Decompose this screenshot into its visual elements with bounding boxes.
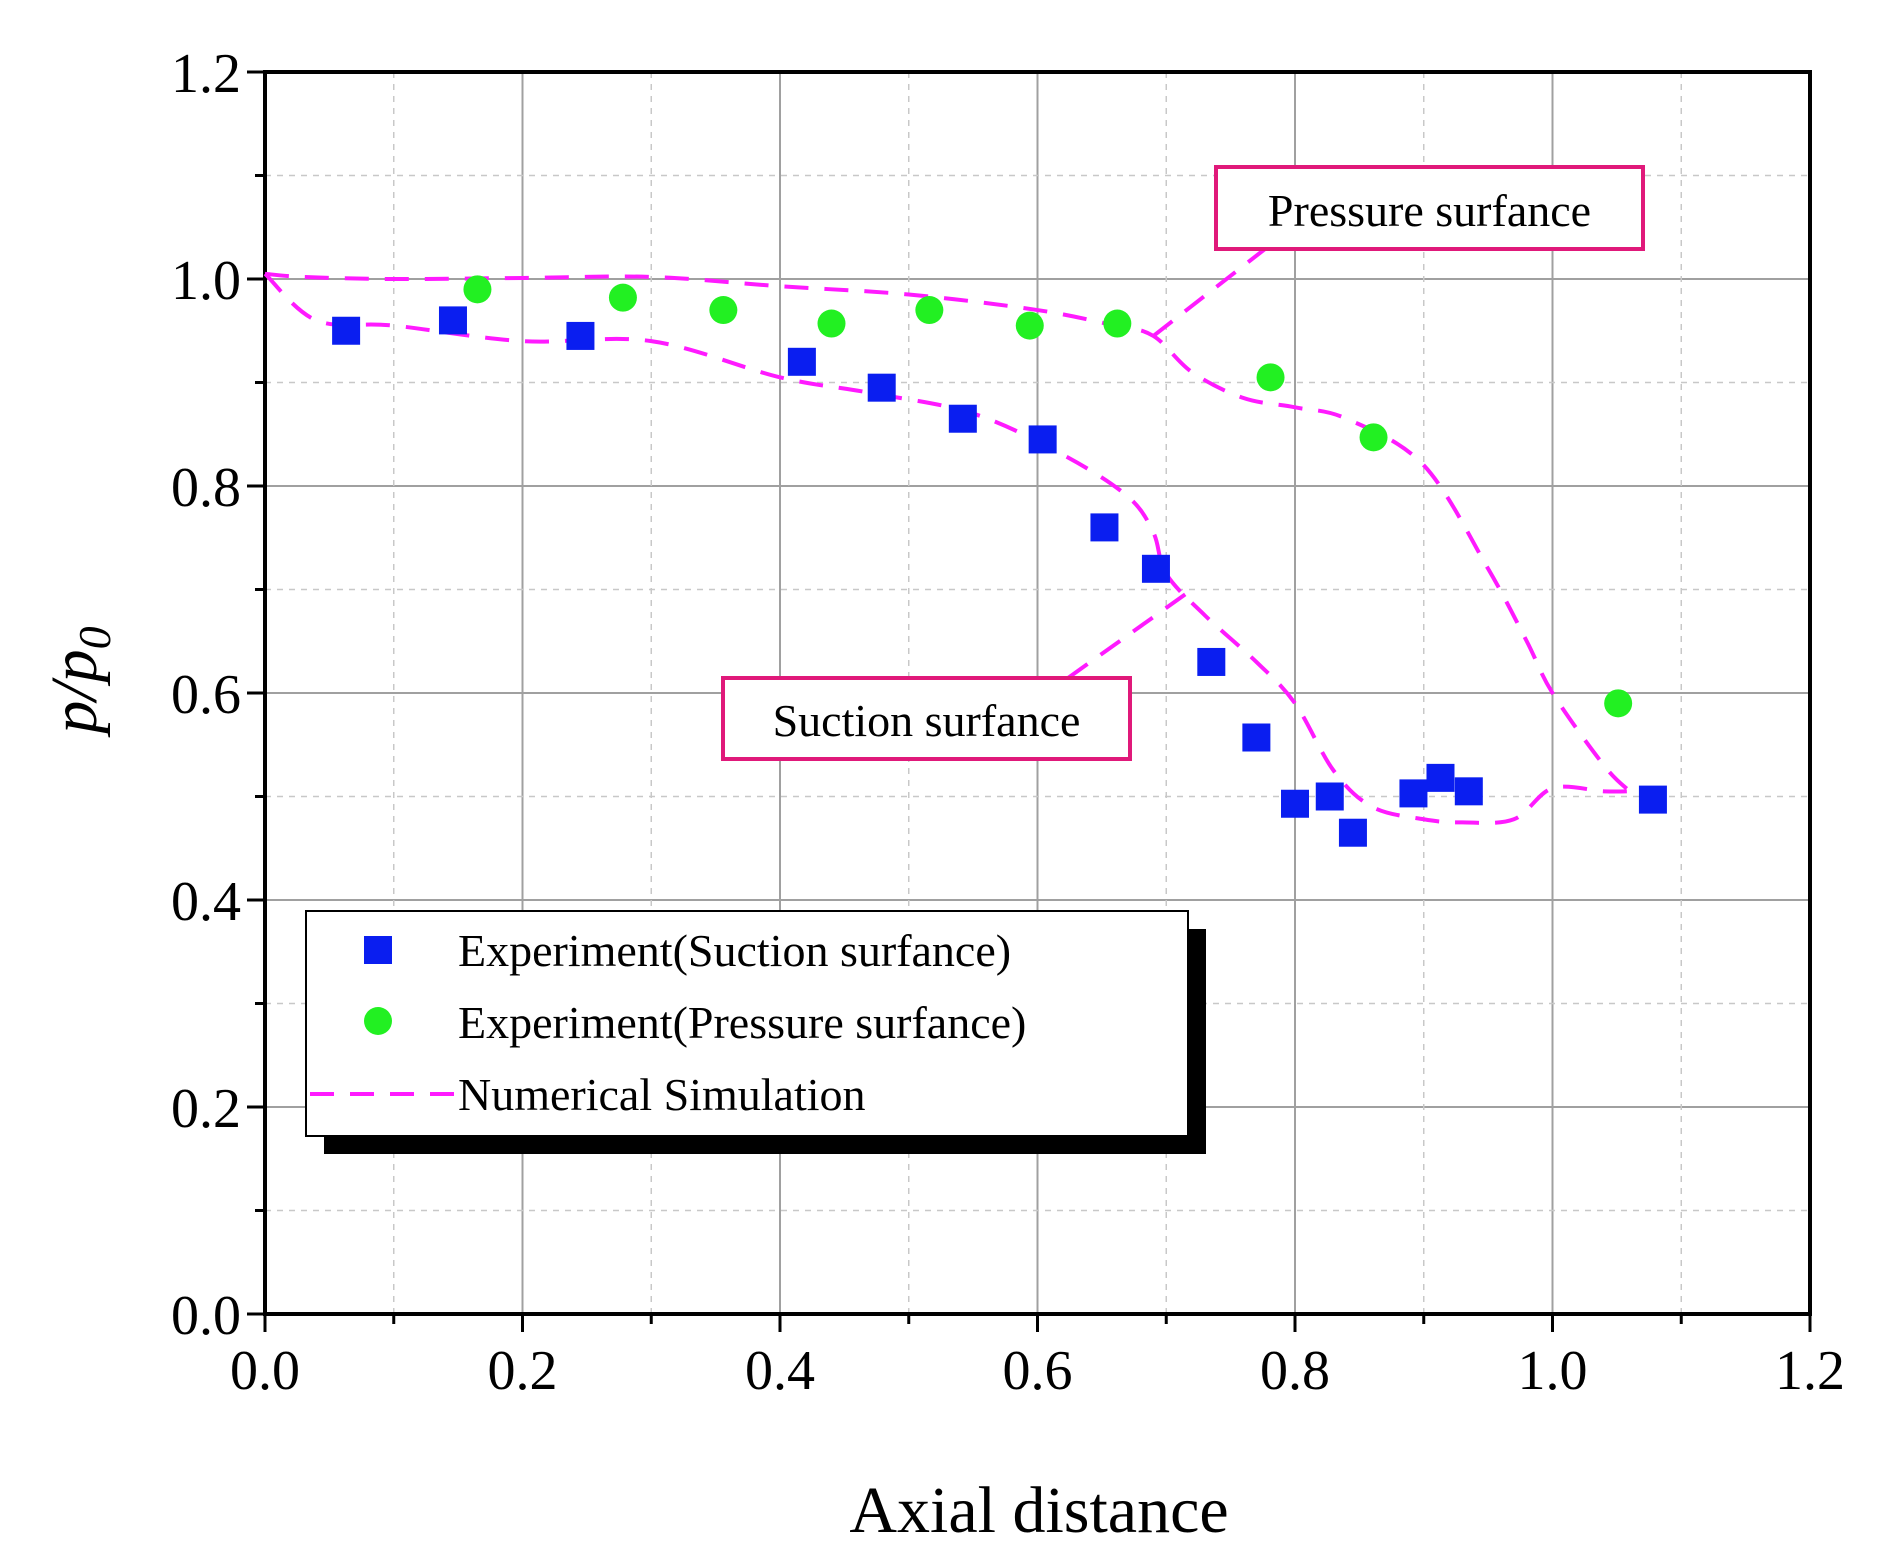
legend-marker-suction xyxy=(364,936,392,964)
suction-point xyxy=(438,306,467,335)
simulation-curves xyxy=(263,271,1632,825)
pressure-surface-points xyxy=(463,275,1633,718)
y-tick-label: 0.8 xyxy=(171,457,241,519)
suction-point xyxy=(1197,647,1226,676)
legend-marker-pressure xyxy=(364,1007,392,1035)
pressure-point xyxy=(1604,689,1633,718)
pressure-annotation-label: Pressure surfance xyxy=(1268,185,1591,236)
suction-point xyxy=(1454,777,1483,806)
y-tick-label: 0.6 xyxy=(171,664,241,726)
y-tick-label: 0.4 xyxy=(171,871,241,933)
suction-point xyxy=(948,404,977,433)
suction-point xyxy=(566,321,595,350)
y-tick-labels: 0.0 0.2 0.4 0.6 0.8 1.0 1.2 xyxy=(171,43,241,1347)
simulation-curve-lower xyxy=(263,272,1630,825)
simulation-curve-upper xyxy=(264,271,1632,793)
suction-point xyxy=(1242,723,1271,752)
suction-point xyxy=(1399,779,1428,808)
pressure-point xyxy=(1103,309,1132,338)
x-tick-labels: 0.0 0.2 0.4 0.6 0.8 1.0 1.2 xyxy=(230,1340,1845,1402)
tick-marks xyxy=(247,70,1812,1332)
x-tick-label: 1.2 xyxy=(1775,1340,1845,1402)
pressure-annotation: Pressure surfance xyxy=(1214,165,1645,251)
suction-annotation-box xyxy=(721,676,1132,761)
suction-surface-points xyxy=(332,306,1667,847)
y-tick-label: 1.2 xyxy=(171,43,241,105)
pressure-point xyxy=(709,296,738,325)
suction-annotation-leader xyxy=(1066,587,1194,680)
y-tick-label: 0.2 xyxy=(171,1078,241,1140)
x-tick-label: 0.0 xyxy=(230,1340,300,1402)
pressure-point xyxy=(463,275,492,304)
suction-point xyxy=(1090,513,1119,542)
x-tick-label: 0.6 xyxy=(1003,1340,1073,1402)
pressure-point xyxy=(608,283,637,312)
legend: Experiment(Suction surfance) Experiment(… xyxy=(305,910,1206,1154)
y-tick-label: 1.0 xyxy=(171,250,241,312)
pressure-annotation-box xyxy=(1214,165,1645,251)
pressure-annotation-leader xyxy=(1152,247,1267,338)
pressure-point xyxy=(817,309,846,338)
suction-point xyxy=(1338,818,1367,847)
y-axis-title: p/p0 xyxy=(38,626,120,737)
legend-box xyxy=(305,910,1189,1137)
suction-point xyxy=(867,373,896,402)
suction-point xyxy=(1141,554,1170,583)
x-tick-label: 0.8 xyxy=(1260,1340,1330,1402)
pressure-point xyxy=(915,296,944,325)
pressure-point xyxy=(1359,423,1388,452)
x-tick-label: 0.2 xyxy=(488,1340,558,1402)
x-axis-title: Axial distance xyxy=(849,1474,1228,1547)
pressure-point xyxy=(1015,311,1044,340)
legend-label-suction: Experiment(Suction surfance) xyxy=(458,925,1011,976)
suction-point xyxy=(1638,785,1667,814)
legend-label-pressure: Experiment(Pressure surfance) xyxy=(458,997,1026,1048)
x-tick-label: 1.0 xyxy=(1518,1340,1588,1402)
x-tick-label: 0.4 xyxy=(745,1340,815,1402)
y-tick-label: 0.0 xyxy=(171,1285,241,1347)
suction-annotation: Suction surfance xyxy=(721,676,1132,761)
suction-annotation-label: Suction surfance xyxy=(773,695,1081,746)
suction-point xyxy=(1315,782,1344,811)
suction-point xyxy=(1281,789,1309,818)
suction-point xyxy=(1028,425,1057,454)
suction-point xyxy=(332,316,361,345)
legend-label-simulation: Numerical Simulation xyxy=(458,1069,866,1120)
suction-point xyxy=(1426,763,1455,792)
suction-point xyxy=(787,347,816,376)
pressure-point xyxy=(1256,363,1285,392)
